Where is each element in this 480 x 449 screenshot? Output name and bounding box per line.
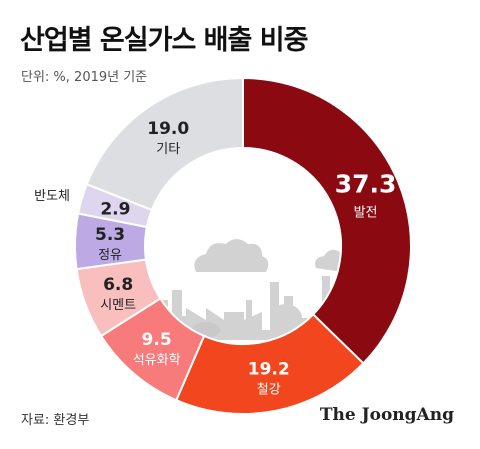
- slice-value-label: 19.0: [147, 119, 189, 139]
- slice-category-label: 발전: [354, 205, 378, 220]
- brand-logo: The JoongAng: [319, 405, 454, 425]
- chart-subtitle: 단위: %, 2019년 기준: [21, 70, 148, 85]
- chart-title: 산업별 온실가스 배출 비중: [20, 25, 308, 56]
- slice-category-label: 석유화학: [133, 353, 181, 368]
- slice-category-label: 정유: [98, 248, 122, 263]
- slice-value-label: 2.9: [100, 199, 130, 219]
- donut-slice-0: [242, 76, 412, 365]
- slice-value-label: 5.3: [95, 225, 125, 245]
- donut-slice-6: [85, 76, 244, 212]
- slice-value-label: 19.2: [248, 359, 290, 379]
- slice-category-label: 시멘트: [100, 298, 136, 313]
- donut-labels: 37.3 발전 19.2 철강 9.5 석유화학 6.8 시멘트 5.3 정유 2.9 반도체 19.0…: [34, 119, 396, 397]
- slice-category-label: 반도체: [34, 189, 70, 204]
- slice-value-label: 9.5: [142, 330, 172, 350]
- slice-value-label: 37.3: [335, 169, 397, 198]
- donut-slices: [74, 76, 412, 415]
- slice-value-label: 6.8: [103, 275, 133, 295]
- slice-category-label: 철강: [257, 382, 281, 397]
- source-note: 자료: 환경부: [21, 413, 90, 428]
- slice-category-label: 기타: [156, 142, 180, 157]
